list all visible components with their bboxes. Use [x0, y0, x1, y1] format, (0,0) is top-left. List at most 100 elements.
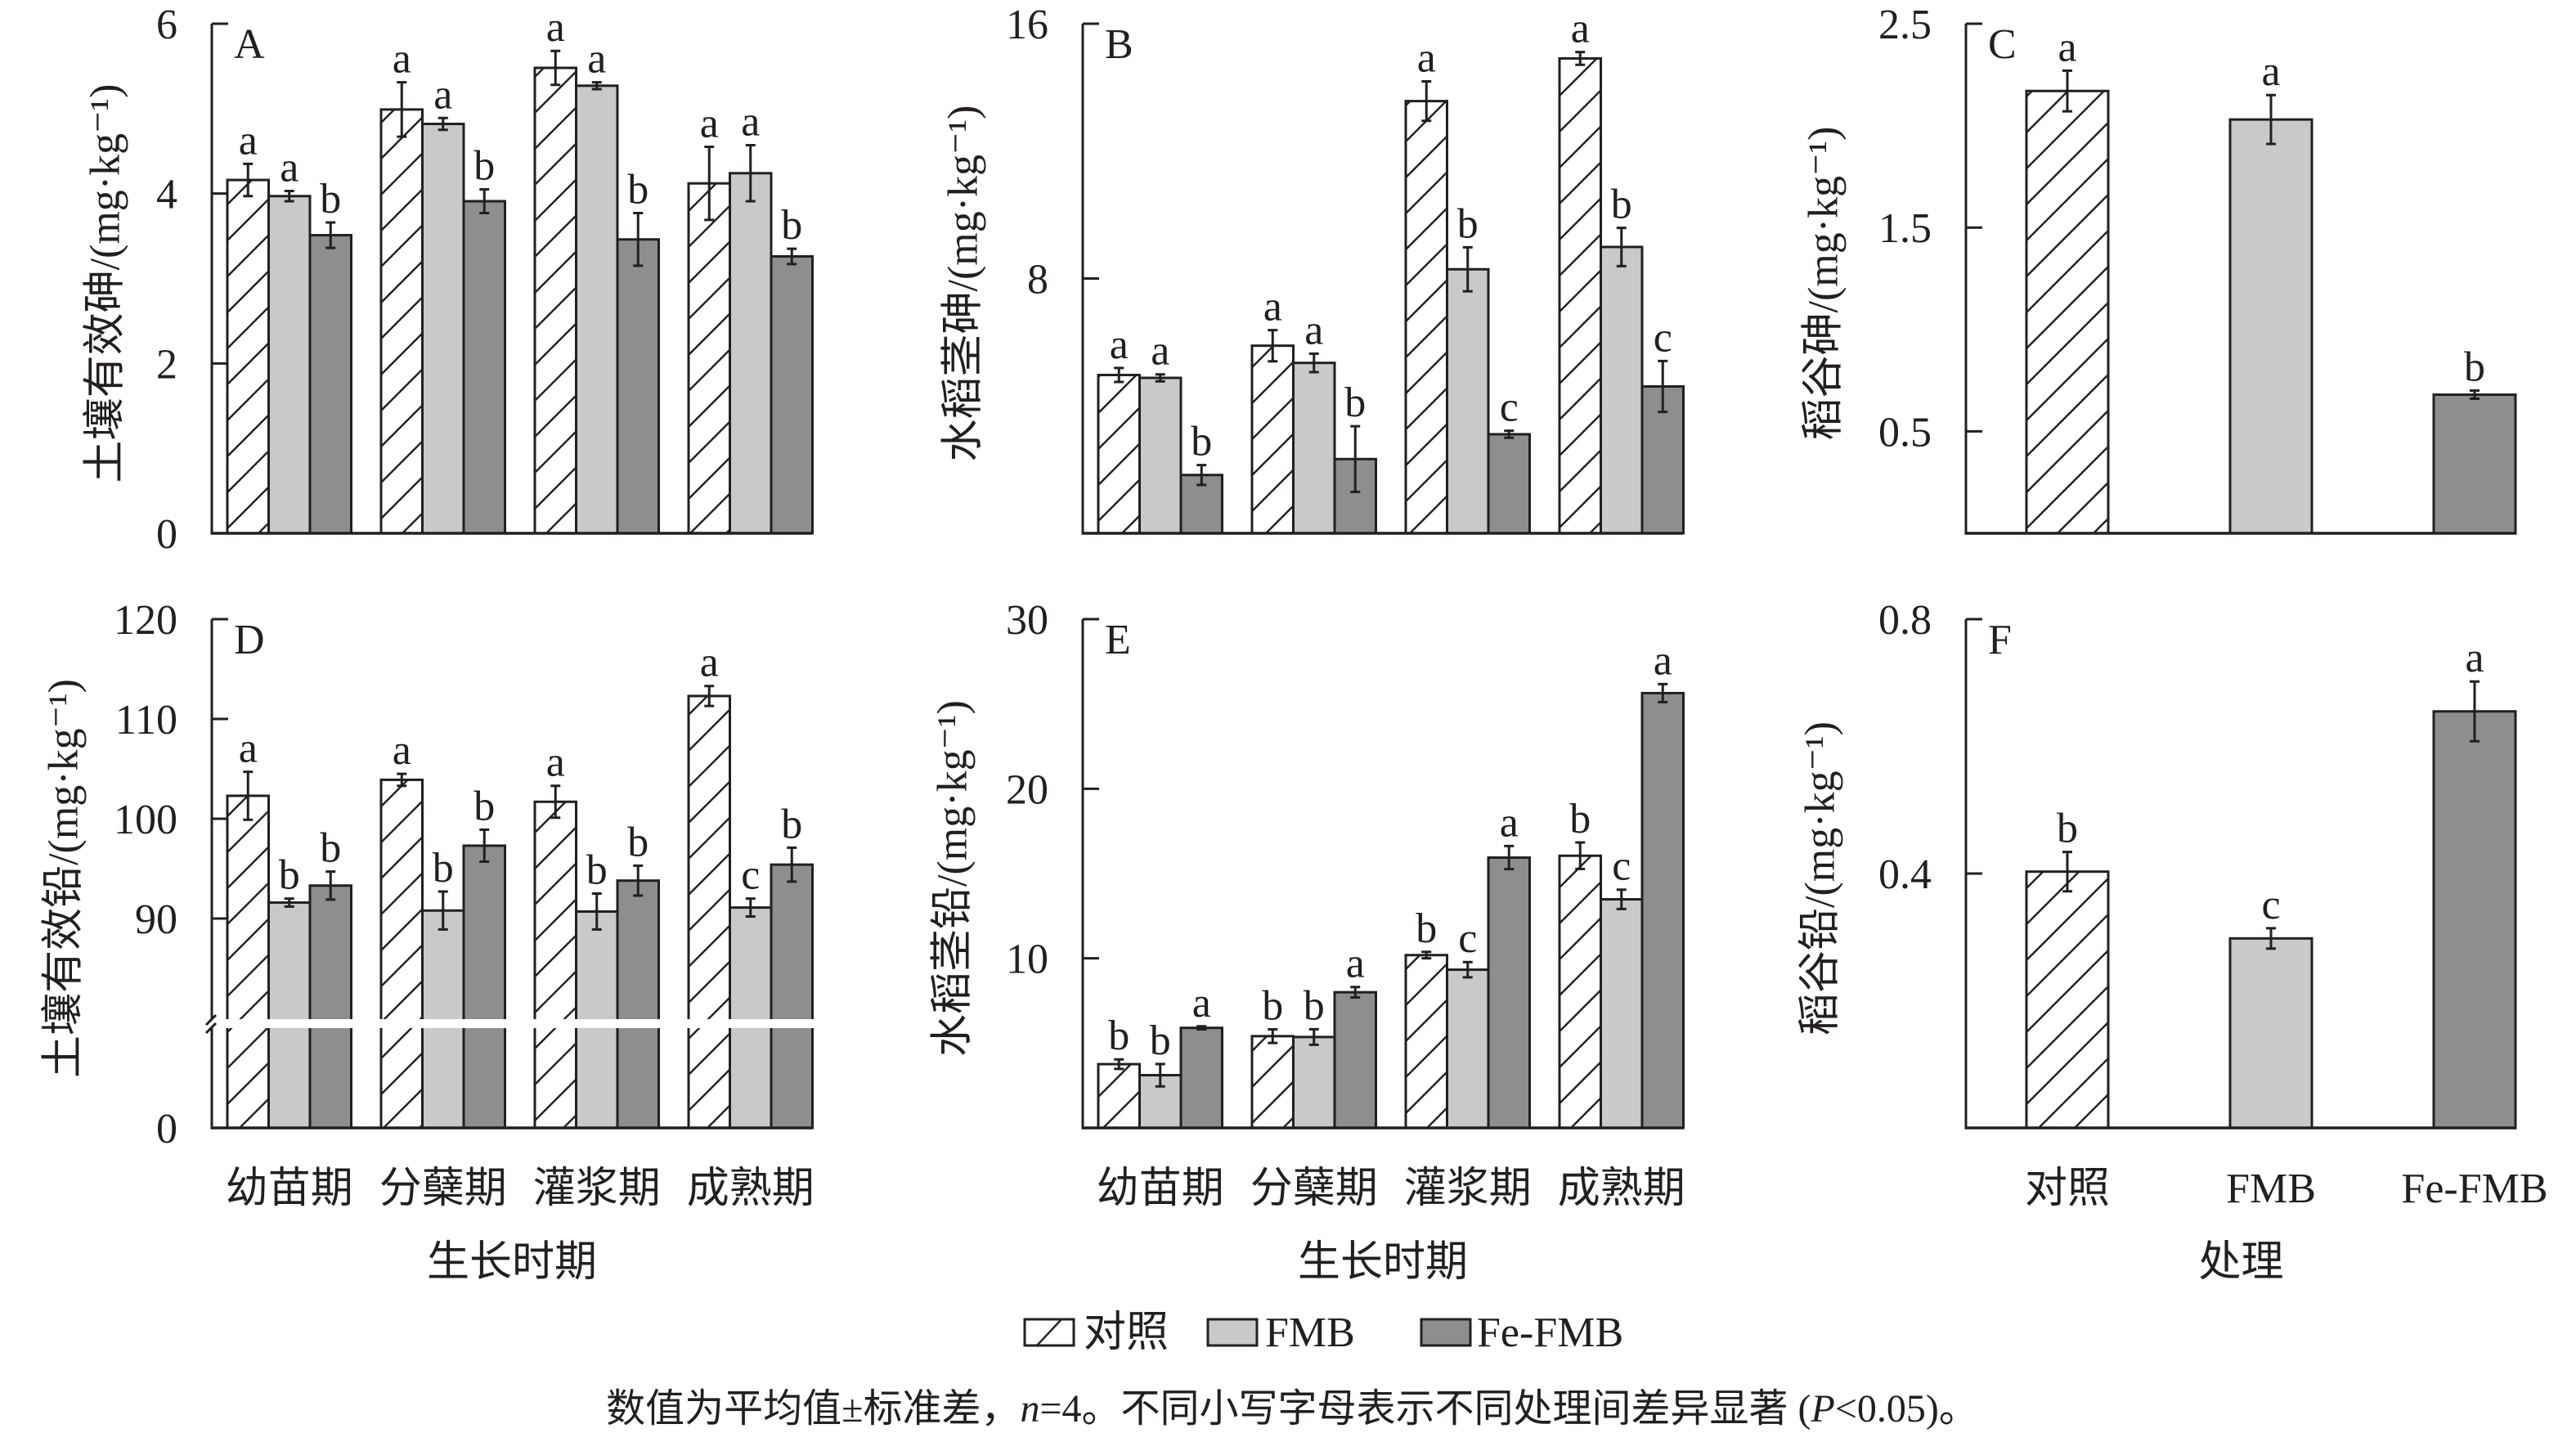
- bar: [1446, 968, 1490, 1130]
- error-bar: [1196, 464, 1207, 487]
- significance-letter: a: [1654, 637, 1672, 684]
- error-bar: [1462, 960, 1473, 979]
- error-bar: [1421, 950, 1432, 960]
- bar: [1446, 267, 1490, 535]
- significance-letter: a: [239, 725, 258, 772]
- bar: [533, 66, 577, 535]
- error-bar: [1196, 1025, 1207, 1031]
- error-bar: [1462, 245, 1473, 293]
- significance-letter: b: [2057, 806, 2078, 852]
- x-tick-label: 分蘖期: [1250, 1166, 1378, 1212]
- significance-letter: b: [1150, 1017, 1171, 1064]
- error-bar: [325, 221, 336, 249]
- x-tick-label: 对照: [2025, 1166, 2110, 1212]
- error-bar: [479, 828, 490, 863]
- error-bar: [1616, 888, 1627, 910]
- bars: [1097, 56, 1685, 535]
- bar: [379, 778, 424, 1130]
- y-tick-label: 0.4: [1878, 851, 1932, 898]
- panel-label: F: [1988, 617, 2012, 663]
- y-tick-label: 2.5: [1878, 2, 1932, 48]
- bar: [462, 200, 506, 535]
- panel-label: C: [1988, 21, 2017, 68]
- significance-letter: b: [320, 176, 341, 222]
- legend-label-fmb: FMB: [1265, 1309, 1355, 1356]
- bars: [2025, 89, 2517, 535]
- y-tick-label: 2: [156, 341, 177, 388]
- significance-letter: b: [1416, 905, 1437, 952]
- bar: [1558, 56, 1602, 535]
- error-bar: [704, 685, 715, 708]
- y-tick-label: 100: [114, 797, 177, 843]
- error-bar: [1616, 227, 1627, 267]
- error-bar: [1308, 352, 1319, 374]
- y-tick-label: 10: [1006, 937, 1048, 983]
- significance-letter: b: [1611, 182, 1632, 228]
- x-tick-label: 灌浆期: [533, 1166, 661, 1212]
- figure-caption: 数值为平均值±标准差，n=4。不同小写字母表示不同处理间差异显著 (P<0.05…: [606, 1387, 1978, 1431]
- bar: [687, 694, 731, 1130]
- x-axis-title: 生长时期: [427, 1239, 597, 1286]
- y-tick-label: 6: [156, 2, 177, 48]
- error-bar: [284, 897, 294, 908]
- y-tick-label: 0: [156, 1106, 177, 1152]
- panel-label: B: [1105, 21, 1133, 68]
- significance-letter: a: [1346, 941, 1365, 987]
- bar: [2228, 937, 2313, 1130]
- error-bar: [2062, 69, 2072, 113]
- legend-item-fmb: FMB: [1206, 1309, 1355, 1356]
- bar: [308, 884, 352, 1130]
- significance-letter: a: [1417, 34, 1436, 81]
- y-tick-label: 1.5: [1878, 205, 1932, 252]
- error-bar: [243, 770, 254, 821]
- error-bar: [1350, 986, 1361, 1000]
- significance-letter: a: [280, 145, 298, 191]
- caption-text-3: <0.05)。: [1835, 1387, 1978, 1431]
- significance-letter: c: [1500, 384, 1519, 431]
- error-bar: [550, 784, 561, 820]
- error-bar: [479, 187, 490, 215]
- error-bar: [1504, 844, 1515, 871]
- y-tick-label: 0.5: [1878, 409, 1932, 456]
- significance-letter: b: [781, 202, 802, 249]
- significance-letter: a: [2261, 48, 2280, 95]
- significance-letter: a: [587, 36, 606, 83]
- y-axis-title: 稻谷铅/(mg·kg⁻¹): [1797, 721, 1844, 1035]
- significance-letter: a: [546, 739, 565, 786]
- bar: [1487, 433, 1531, 535]
- bar: [687, 182, 731, 535]
- bars: [226, 694, 814, 1130]
- bar: [729, 906, 773, 1130]
- significance-letter: b: [781, 801, 802, 847]
- legend-label-control: 对照: [1084, 1309, 1169, 1356]
- bar: [267, 901, 312, 1130]
- significance-letter: b: [473, 783, 495, 829]
- error-bar: [591, 81, 602, 91]
- error-bar: [745, 897, 756, 919]
- significance-letter: b: [1569, 796, 1591, 842]
- caption-text-2: =4。不同小写字母表示不同处理间差异显著 (: [1039, 1387, 1811, 1431]
- significance-letter: b: [1262, 983, 1283, 1030]
- y-tick-label: 30: [1006, 597, 1048, 644]
- bar: [1640, 691, 1685, 1130]
- legend-label-fe-fmb: Fe-FMB: [1477, 1309, 1623, 1356]
- panel-f: 0.4 0.8 b c a F 稻谷铅/(mg·kg⁻¹) 对照 FMB Fe-FMB 处理: [1797, 597, 2548, 1286]
- error-bar: [591, 892, 602, 931]
- error-bar: [633, 212, 644, 267]
- bar: [462, 844, 506, 1130]
- error-bar: [438, 116, 448, 132]
- legend-item-fe-fmb: Fe-FMB: [1420, 1309, 1623, 1356]
- error-bar: [2470, 680, 2480, 743]
- error-bar: [550, 49, 561, 87]
- panel-label: A: [234, 21, 265, 68]
- y-axis-title: 土壤有效铅/(mg·kg⁻¹): [41, 679, 88, 1078]
- bar: [226, 178, 270, 535]
- bars: [1097, 691, 1685, 1130]
- significance-letter: b: [320, 825, 341, 872]
- y-axis-title: 稻谷砷/(mg·kg⁻¹): [1801, 127, 1847, 441]
- error-bar: [1658, 359, 1668, 414]
- bar: [1487, 856, 1531, 1130]
